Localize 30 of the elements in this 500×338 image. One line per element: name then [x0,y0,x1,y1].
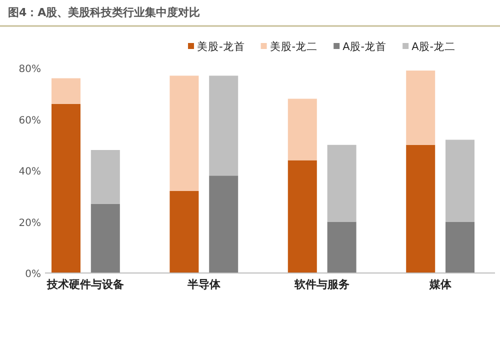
legend-label: 美股-龙首 [197,40,245,53]
bar [52,78,80,104]
legend-label: 美股-龙二 [270,40,318,53]
x-tick-label: 媒体 [428,278,452,291]
y-tick-label: 60% [18,115,41,126]
bar [446,140,474,222]
bar [52,104,80,273]
chart-title: 图4：A股、美股科技类行业集中度对比 [8,6,200,19]
bar [170,191,199,273]
bar [288,160,317,273]
legend-label: A股-龙首 [342,40,387,53]
bar [209,76,238,176]
y-tick-label: 80% [18,64,41,75]
bar [170,76,199,191]
bar [406,144,436,273]
bar [446,222,474,273]
bar [327,222,356,273]
bar [90,150,120,204]
bar [90,204,120,273]
bar [327,144,356,222]
x-tick-label: 软件与服务 [294,278,350,291]
legend-label: A股-龙二 [412,40,456,53]
y-tick-label: 20% [18,218,41,229]
x-tick-label: 半导体 [186,278,222,291]
bar [288,98,317,160]
x-tick-label: 技术硬件与设备 [46,278,124,291]
bar [406,70,436,145]
bar [209,176,238,273]
y-tick-label: 40% [18,166,41,178]
y-tick-label: 0% [25,269,41,280]
